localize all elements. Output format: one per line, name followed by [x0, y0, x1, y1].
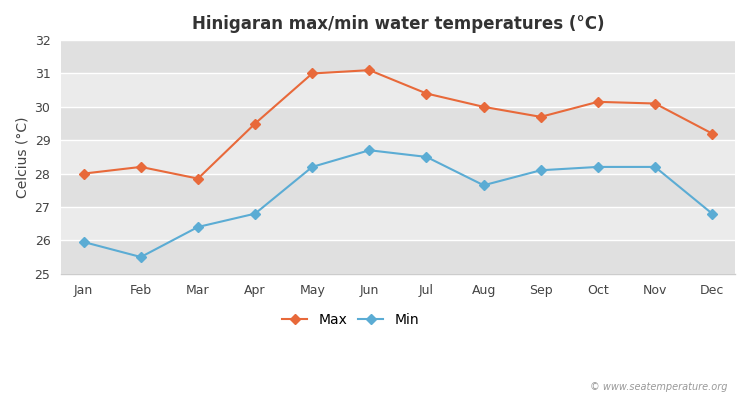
- Min: [136, 255, 146, 260]
- Bar: [61, 140, 735, 174]
- Line: Max: Max: [80, 67, 716, 182]
- Bar: [61, 40, 735, 74]
- Legend: Max, Min: Max, Min: [277, 307, 424, 332]
- Max: [650, 101, 659, 106]
- Title: Hinigaran max/min water temperatures (°C): Hinigaran max/min water temperatures (°C…: [192, 15, 604, 33]
- Bar: [61, 240, 735, 274]
- Bar: [61, 207, 735, 240]
- Max: [364, 68, 374, 72]
- Min: [536, 168, 545, 173]
- Min: [364, 148, 374, 153]
- Min: [650, 164, 659, 169]
- Max: [136, 164, 146, 169]
- Bar: [61, 174, 735, 207]
- Min: [593, 164, 602, 169]
- Min: [80, 240, 88, 244]
- Max: [593, 100, 602, 104]
- Min: [479, 183, 488, 188]
- Line: Min: Min: [80, 147, 716, 260]
- Max: [536, 114, 545, 119]
- Max: [422, 91, 431, 96]
- Max: [479, 104, 488, 109]
- Min: [422, 154, 431, 159]
- Max: [194, 176, 202, 181]
- Min: [194, 224, 202, 229]
- Min: [251, 211, 260, 216]
- Min: [308, 164, 316, 169]
- Max: [80, 171, 88, 176]
- Max: [251, 121, 260, 126]
- Y-axis label: Celcius (°C): Celcius (°C): [15, 116, 29, 198]
- Max: [308, 71, 316, 76]
- Bar: [61, 74, 735, 107]
- Min: [708, 211, 717, 216]
- Text: © www.seatemperature.org: © www.seatemperature.org: [590, 382, 728, 392]
- Bar: [61, 107, 735, 140]
- Max: [708, 131, 717, 136]
